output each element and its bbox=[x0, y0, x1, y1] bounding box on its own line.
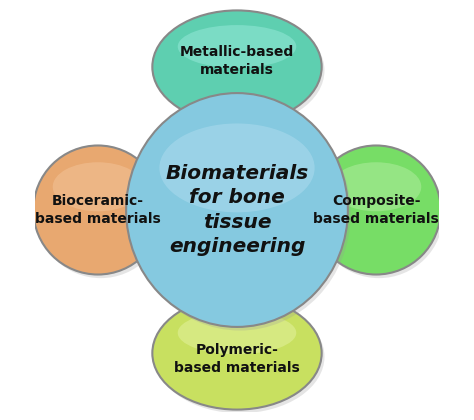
Ellipse shape bbox=[159, 123, 315, 213]
Ellipse shape bbox=[36, 149, 165, 278]
Ellipse shape bbox=[331, 162, 421, 211]
Text: Metallic-based
materials: Metallic-based materials bbox=[180, 45, 294, 77]
Text: Bioceramic-
based materials: Bioceramic- based materials bbox=[35, 194, 161, 226]
Text: Polymeric-
based materials: Polymeric- based materials bbox=[174, 343, 300, 375]
Ellipse shape bbox=[152, 297, 322, 410]
Ellipse shape bbox=[155, 300, 325, 413]
Ellipse shape bbox=[152, 10, 322, 123]
Text: Biomaterials
for bone
tissue
engineering: Biomaterials for bone tissue engineering bbox=[165, 164, 309, 256]
Ellipse shape bbox=[178, 311, 296, 354]
Ellipse shape bbox=[33, 145, 163, 275]
Ellipse shape bbox=[311, 145, 441, 275]
Ellipse shape bbox=[126, 93, 348, 327]
Ellipse shape bbox=[129, 97, 351, 331]
Ellipse shape bbox=[155, 14, 325, 127]
Ellipse shape bbox=[314, 149, 444, 278]
Ellipse shape bbox=[178, 25, 296, 68]
Text: Composite-
based materials: Composite- based materials bbox=[313, 194, 439, 226]
Ellipse shape bbox=[53, 162, 143, 211]
